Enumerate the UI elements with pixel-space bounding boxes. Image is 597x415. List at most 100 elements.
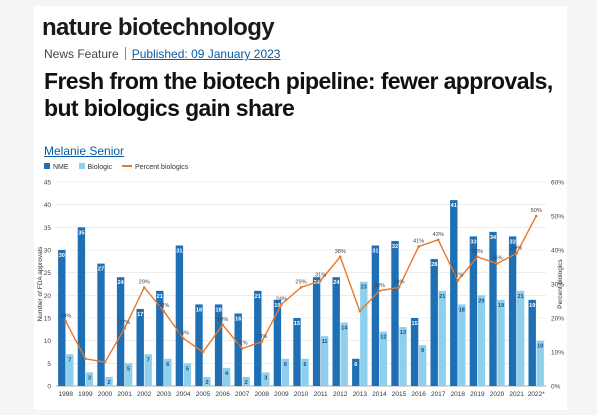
y-left-tick-label: 45: [44, 180, 52, 187]
bar-label-biologic: 3: [264, 375, 267, 381]
y-right-axis-title: Percent biologics: [557, 259, 564, 309]
x-tick-label: 2012: [333, 391, 348, 398]
bar-nme: [175, 245, 184, 386]
percent-point: [142, 286, 146, 289]
bar-label-nme: 18: [196, 307, 202, 313]
bar-label-nme: 24: [313, 280, 320, 286]
y-left-tick-label: 35: [44, 225, 52, 232]
bar-biologic: [144, 354, 152, 386]
y-right-tick-label: 30%: [551, 282, 564, 289]
percent-label: 11%: [237, 341, 248, 347]
bar-biologic: [85, 372, 94, 386]
bar-biologic: [340, 322, 348, 386]
percent-label: 29%: [295, 279, 306, 285]
bar-label-nme: 33: [509, 239, 515, 245]
author-link[interactable]: Melanie Senior: [44, 144, 125, 158]
percent-label: 31%: [315, 273, 326, 279]
x-tick-label: 2011: [314, 391, 328, 398]
y-left-axis-title: Number of FDA approvals: [37, 246, 44, 322]
bar-label-nme: 16: [235, 316, 241, 322]
percent-label: 17%: [119, 320, 130, 326]
bar-label-biologic: 3: [88, 375, 91, 381]
bar-label-nme: 15: [411, 321, 417, 327]
legend-item-nme: NME: [44, 163, 69, 171]
bar-nme: [352, 358, 360, 386]
x-tick-label: 2016: [411, 391, 426, 398]
bar-label-biologic: 13: [400, 330, 406, 336]
percent-biologics-line: [65, 215, 537, 363]
percent-point: [221, 323, 224, 327]
percent-point: [280, 303, 283, 306]
percent-label: 31%: [452, 273, 463, 279]
percent-label: 36%: [491, 256, 502, 262]
bar-biologic: [124, 363, 133, 386]
bar-label-nme: 17: [137, 312, 143, 318]
y-right-tick-label: 10%: [551, 350, 564, 357]
legend-swatch-nme: [44, 163, 50, 169]
percent-point: [358, 309, 362, 313]
x-tick-label: 2015: [392, 391, 407, 398]
bar-label-nme: 28: [431, 262, 437, 268]
bar-biologic: [379, 331, 388, 386]
bar-label-biologic: 21: [439, 294, 445, 300]
bar-label-biologic: 21: [517, 294, 523, 300]
article-page: nature biotechnology News Feature Publish…: [34, 6, 567, 410]
bar-nme: [489, 231, 497, 386]
bar-label-biologic: 7: [68, 357, 71, 363]
x-tick-label: 2010: [294, 391, 309, 398]
bar-label-biologic: 11: [322, 339, 328, 345]
bar-nme: [410, 318, 419, 386]
bar-biologic: [320, 336, 329, 386]
percent-label: 18%: [217, 317, 228, 323]
bar-biologic: [477, 295, 486, 386]
y-left-tick-label: 30: [44, 248, 52, 255]
x-tick-label: 2000: [98, 391, 113, 398]
x-tick-label: 2013: [353, 391, 368, 398]
bar-nme: [391, 240, 399, 386]
percent-label: 39%: [511, 245, 522, 251]
percent-label: 14%: [178, 330, 189, 336]
percent-point: [240, 347, 244, 350]
percent-label: 19%: [60, 313, 71, 319]
bar-nme: [371, 245, 380, 386]
percent-point: [319, 279, 322, 282]
meta-divider: [124, 47, 126, 60]
legend-label-nme: NME: [53, 164, 69, 171]
published-date-link[interactable]: Published: 09 January 2023: [131, 47, 281, 61]
bar-nme: [195, 304, 203, 386]
bar-label-biologic: 12: [380, 335, 386, 341]
bar-label-nme: 24: [117, 280, 124, 286]
legend-swatch-percent: [121, 165, 132, 167]
percent-label: 24%: [276, 296, 287, 302]
x-tick-label: 2021: [509, 391, 524, 398]
bar-label-nme: 15: [294, 321, 300, 327]
bar-label-biologic: 23: [361, 285, 367, 291]
bar-label-biologic: 4: [225, 371, 229, 377]
bar-label-biologic: 2: [245, 380, 248, 386]
bar-label-biologic: 6: [166, 362, 169, 368]
percent-point: [260, 340, 264, 344]
bar-biologic: [262, 372, 270, 386]
bar-nme: [469, 236, 478, 386]
y-left-tick-label: 40: [44, 202, 52, 209]
percent-point: [162, 309, 166, 313]
x-tick-label: 2008: [255, 391, 270, 398]
x-tick-label: 1999: [78, 391, 93, 398]
percent-label: 38%: [335, 249, 346, 255]
bar-label-nme: 31: [372, 248, 378, 254]
y-left-tick-label: 20: [44, 293, 52, 300]
bar-biologic: [281, 358, 290, 386]
bar-label-biologic: 2: [107, 380, 110, 386]
percent-point: [103, 360, 107, 364]
y-right-tick-label: 60%: [551, 180, 564, 187]
bar-nme: [430, 259, 438, 386]
bar-label-biologic: 5: [186, 366, 189, 372]
bar-label-biologic: 14: [341, 326, 348, 332]
bar-nme: [312, 277, 321, 386]
bar-label-biologic: 10: [537, 344, 543, 350]
bar-label-biologic: 9: [421, 348, 424, 354]
percent-point: [84, 357, 87, 361]
bar-biologic: [301, 358, 309, 386]
bar-label-biologic: 7: [147, 357, 150, 363]
bar-nme: [273, 299, 282, 386]
